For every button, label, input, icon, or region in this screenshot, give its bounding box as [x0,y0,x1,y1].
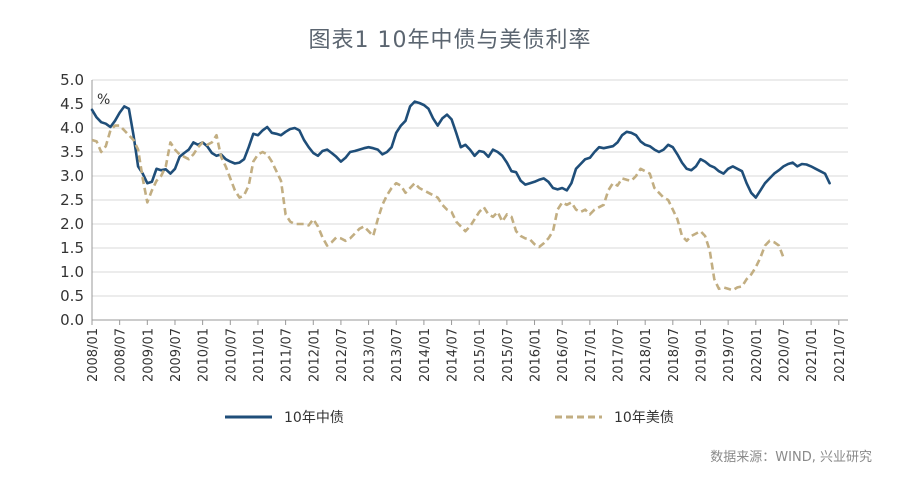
y-tick-label: 5.0 [60,71,84,89]
legend-label-us: 10年美债 [614,410,674,426]
chart-title: 图表1 10年中债与美债利率 [308,28,592,53]
x-tick-label: 2012/07 [335,328,350,382]
x-tick-label: 2013/07 [390,328,405,382]
y-tick-label: 2.5 [60,191,84,209]
x-tick-label: 2018/01 [639,328,654,382]
x-axis: 2008/01 2008/07 2009/01 2009/07 2010/01 2010/… [86,80,848,382]
x-tick-label: 2016/01 [529,328,544,382]
y-tick-label: 0.5 [60,287,84,305]
x-tick-label: 2009/07 [169,328,184,382]
x-tick-label: 2012/01 [307,328,322,382]
y-tick-label: 3.5 [60,143,84,161]
x-tick-label: 2021/01 [805,328,820,382]
x-tick-label: 2017/07 [612,328,627,382]
y-tick-label: 2.0 [60,215,84,233]
x-tick-label: 2019/01 [694,328,709,382]
y-tick-label: 1.5 [60,239,84,257]
x-tick-label: 2008/01 [86,328,101,382]
y-tick-label: 4.0 [60,119,84,137]
legend: 10年中债 10年美债 [225,410,674,426]
x-tick-label: 2008/07 [114,328,129,382]
y-unit-label: % [97,92,110,108]
x-tick-label: 2010/07 [224,328,239,382]
y-tick-label: 3.0 [60,167,84,185]
y-tick-label: 1.0 [60,263,84,281]
y-tick-label: 0.0 [60,311,84,329]
x-tick-label: 2010/01 [197,328,212,382]
y-tick-label: 4.5 [60,95,84,113]
x-tick-label: 2014/07 [446,328,461,382]
x-tick-label: 2017/01 [584,328,599,382]
x-tick-label: 2015/01 [473,328,488,382]
x-tick-label: 2011/01 [252,328,267,382]
series-line-cn-10y [90,100,831,199]
x-tick-label: 2020/07 [777,328,792,382]
x-tick-label: 2020/01 [750,328,765,382]
x-tick-label: 2021/07 [833,328,848,382]
y-axis-ticks: 0.0 0.5 1.0 1.5 2.0 2.5 3.0 3.5 4.0 4.5 5.0 [60,71,84,329]
source-note: 数据来源：WIND, 兴业研究 [710,450,872,465]
series-line-us-10y [91,124,785,292]
x-tick-label: 2014/01 [418,328,433,382]
x-tick-label: 2016/07 [556,328,571,382]
series-lines [90,100,831,292]
x-tick-label: 2019/07 [722,328,737,382]
gridlines [92,79,848,297]
x-tick-label: 2015/07 [501,328,516,382]
x-tick-label: 2018/07 [667,328,682,382]
x-tick-label: 2009/01 [141,328,156,382]
legend-label-cn: 10年中债 [284,410,344,426]
x-tick-label: 2011/07 [280,328,295,382]
x-tick-label: 2013/01 [363,328,378,382]
